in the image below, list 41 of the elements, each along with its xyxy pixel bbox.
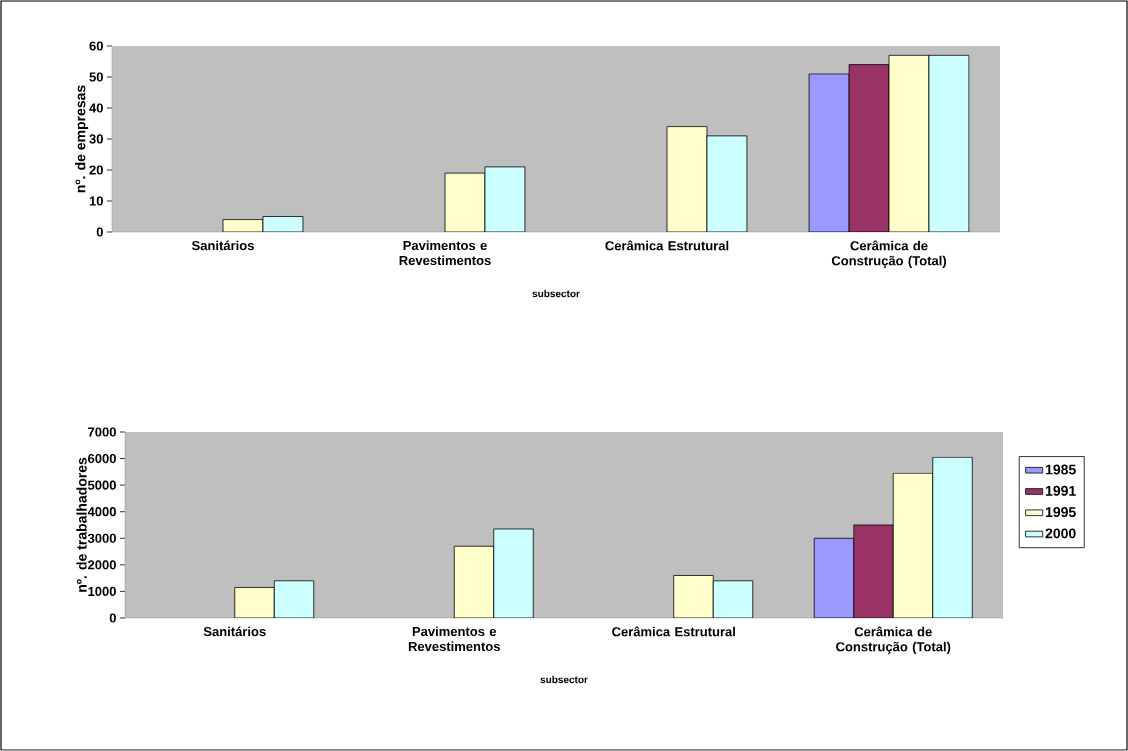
legend-label: 1985 bbox=[1045, 464, 1076, 475]
y-tick-label: 20 bbox=[89, 165, 103, 175]
legend-label: 1995 bbox=[1045, 507, 1076, 518]
x-tick-label: Cerâmica de Construção (Total) bbox=[831, 240, 947, 268]
legend-label: 1991 bbox=[1045, 485, 1076, 496]
y-tick-label: 7000 bbox=[88, 427, 116, 437]
x-tick-label: Cerâmica Estrutural bbox=[605, 240, 729, 251]
x-tick-label: Pavimentos e Revestimentos bbox=[399, 240, 491, 266]
x-axis-title: subsector bbox=[540, 675, 588, 684]
bar bbox=[484, 166, 526, 232]
x-tick-label: Sanitários bbox=[191, 240, 254, 251]
bar bbox=[666, 126, 708, 232]
y-tick-label: 40 bbox=[89, 103, 103, 113]
bar bbox=[888, 54, 930, 232]
bar bbox=[932, 456, 973, 618]
y-tick-label: 10 bbox=[89, 196, 103, 206]
y-tick-label: 30 bbox=[89, 134, 103, 144]
y-tick-label: 1000 bbox=[88, 586, 116, 597]
x-tick-label: Cerâmica de Construção (Total) bbox=[836, 626, 951, 654]
y-tick-label: 0 bbox=[96, 227, 103, 237]
y-tick-label: 2000 bbox=[88, 560, 116, 570]
y-axis-title: nº. de empresas bbox=[75, 85, 89, 193]
bar bbox=[712, 580, 754, 618]
y-tick-label: 3000 bbox=[87, 533, 116, 543]
y-tick-label: 60 bbox=[89, 41, 103, 51]
y-tick-label: 50 bbox=[89, 72, 103, 82]
x-tick-label: Sanitários bbox=[203, 626, 266, 637]
bar bbox=[493, 528, 534, 618]
bar bbox=[928, 54, 970, 232]
bar bbox=[706, 135, 748, 232]
x-tick-label: Pavimentos e Revestimentos bbox=[408, 626, 500, 652]
y-tick-label: 0 bbox=[109, 613, 116, 623]
bar bbox=[273, 580, 315, 618]
x-axis-title: subsector bbox=[532, 289, 580, 298]
y-tick-label: 5000 bbox=[87, 480, 116, 490]
legend-label: 2000 bbox=[1045, 528, 1076, 539]
x-tick-label: Cerâmica Estrutural bbox=[612, 626, 735, 637]
y-axis-title: nº. de trabalhadores bbox=[76, 457, 87, 592]
y-tick-label: 4000 bbox=[87, 507, 116, 517]
y-tick-label: 6000 bbox=[88, 453, 116, 464]
bar bbox=[444, 172, 486, 232]
